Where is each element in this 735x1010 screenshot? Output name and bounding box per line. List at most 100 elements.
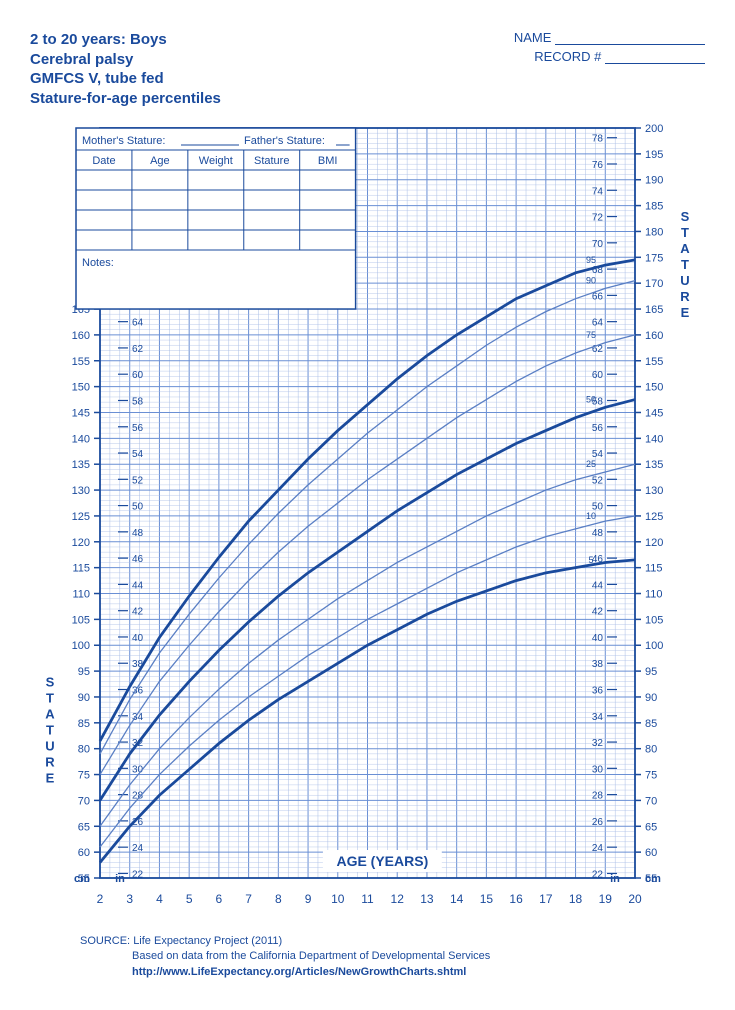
svg-text:56: 56 — [592, 423, 604, 434]
svg-text:E: E — [46, 771, 55, 786]
svg-text:20: 20 — [628, 892, 642, 906]
svg-text:195: 195 — [645, 149, 663, 161]
svg-text:A: A — [45, 707, 55, 722]
svg-text:T: T — [681, 257, 689, 272]
svg-text:160: 160 — [645, 330, 663, 342]
svg-text:Date: Date — [92, 155, 115, 167]
svg-text:90: 90 — [586, 276, 596, 286]
svg-text:140: 140 — [645, 433, 663, 445]
svg-text:65: 65 — [645, 821, 657, 833]
svg-text:E: E — [681, 305, 690, 320]
svg-text:70: 70 — [592, 239, 604, 250]
svg-text:Notes:: Notes: — [82, 257, 114, 269]
svg-text:95: 95 — [645, 666, 657, 678]
svg-text:S: S — [46, 675, 55, 690]
footer-url: http://www.LifeExpectancy.org/Articles/N… — [132, 965, 466, 980]
svg-text:110: 110 — [72, 589, 90, 601]
svg-text:100: 100 — [72, 640, 90, 652]
svg-text:42: 42 — [592, 607, 604, 618]
svg-text:58: 58 — [132, 396, 144, 407]
svg-text:40: 40 — [592, 633, 604, 644]
svg-text:155: 155 — [72, 356, 90, 368]
svg-text:30: 30 — [592, 764, 604, 775]
svg-text:155: 155 — [645, 356, 663, 368]
svg-text:13: 13 — [420, 892, 434, 906]
svg-text:60: 60 — [78, 847, 90, 859]
svg-text:24: 24 — [132, 843, 144, 854]
svg-text:175: 175 — [645, 252, 663, 264]
svg-text:50: 50 — [586, 395, 596, 405]
svg-text:135: 135 — [72, 459, 90, 471]
svg-text:48: 48 — [132, 528, 144, 539]
svg-text:34: 34 — [592, 712, 604, 723]
record-label: RECORD # — [534, 49, 601, 64]
svg-text:U: U — [45, 739, 54, 754]
svg-text:75: 75 — [645, 770, 657, 782]
svg-text:A: A — [680, 241, 690, 256]
svg-text:18: 18 — [569, 892, 583, 906]
svg-text:42: 42 — [132, 607, 144, 618]
svg-text:4: 4 — [156, 892, 163, 906]
svg-text:95: 95 — [78, 666, 90, 678]
svg-text:190: 190 — [645, 175, 663, 187]
growth-chart: 2345678910111213141516171819205560657075… — [30, 118, 705, 928]
svg-text:12: 12 — [391, 892, 405, 906]
svg-text:BMI: BMI — [318, 155, 338, 167]
svg-text:200: 200 — [645, 123, 663, 135]
svg-text:78: 78 — [592, 134, 604, 145]
svg-text:160: 160 — [72, 330, 90, 342]
svg-text:6: 6 — [216, 892, 223, 906]
name-record-block: NAME RECORD # — [514, 30, 705, 68]
svg-text:25: 25 — [586, 459, 596, 469]
svg-text:32: 32 — [592, 738, 604, 749]
svg-text:85: 85 — [78, 718, 90, 730]
svg-text:75: 75 — [586, 330, 596, 340]
svg-text:90: 90 — [645, 692, 657, 704]
svg-text:R: R — [45, 755, 55, 770]
svg-text:165: 165 — [645, 304, 663, 316]
svg-text:74: 74 — [592, 186, 604, 197]
svg-text:24: 24 — [592, 843, 604, 854]
svg-text:17: 17 — [539, 892, 553, 906]
svg-text:120: 120 — [72, 537, 90, 549]
svg-text:115: 115 — [72, 563, 90, 575]
svg-text:T: T — [681, 225, 689, 240]
svg-text:115: 115 — [645, 563, 663, 575]
svg-text:T: T — [46, 691, 54, 706]
title-line-3: GMFCS V, tube fed — [30, 69, 221, 89]
svg-text:48: 48 — [592, 528, 604, 539]
svg-text:110: 110 — [645, 589, 663, 601]
svg-text:76: 76 — [592, 160, 604, 171]
name-field[interactable] — [555, 30, 705, 45]
svg-text:46: 46 — [132, 554, 144, 565]
svg-text:44: 44 — [132, 580, 144, 591]
svg-text:125: 125 — [72, 511, 90, 523]
svg-text:170: 170 — [645, 278, 663, 290]
svg-text:130: 130 — [645, 485, 663, 497]
svg-text:U: U — [680, 273, 689, 288]
svg-text:52: 52 — [592, 475, 604, 486]
svg-text:70: 70 — [645, 795, 657, 807]
svg-text:cm: cm — [74, 873, 90, 885]
svg-text:2: 2 — [97, 892, 104, 906]
svg-text:65: 65 — [78, 821, 90, 833]
svg-text:80: 80 — [78, 744, 90, 756]
svg-text:Weight: Weight — [199, 155, 233, 167]
svg-text:145: 145 — [72, 407, 90, 419]
svg-text:80: 80 — [645, 744, 657, 756]
svg-text:125: 125 — [645, 511, 663, 523]
svg-text:9: 9 — [305, 892, 312, 906]
svg-text:Age: Age — [150, 155, 170, 167]
svg-text:8: 8 — [275, 892, 282, 906]
svg-text:22: 22 — [132, 869, 144, 880]
source-text: Life Expectancy Project (2011) — [133, 935, 282, 947]
svg-text:64: 64 — [132, 318, 144, 329]
svg-text:145: 145 — [645, 407, 663, 419]
svg-text:in: in — [610, 873, 620, 885]
svg-text:100: 100 — [645, 640, 663, 652]
svg-text:75: 75 — [78, 770, 90, 782]
record-field[interactable] — [605, 49, 705, 64]
svg-text:50: 50 — [132, 502, 144, 513]
title-line-2: Cerebral palsy — [30, 50, 221, 70]
svg-text:16: 16 — [509, 892, 523, 906]
